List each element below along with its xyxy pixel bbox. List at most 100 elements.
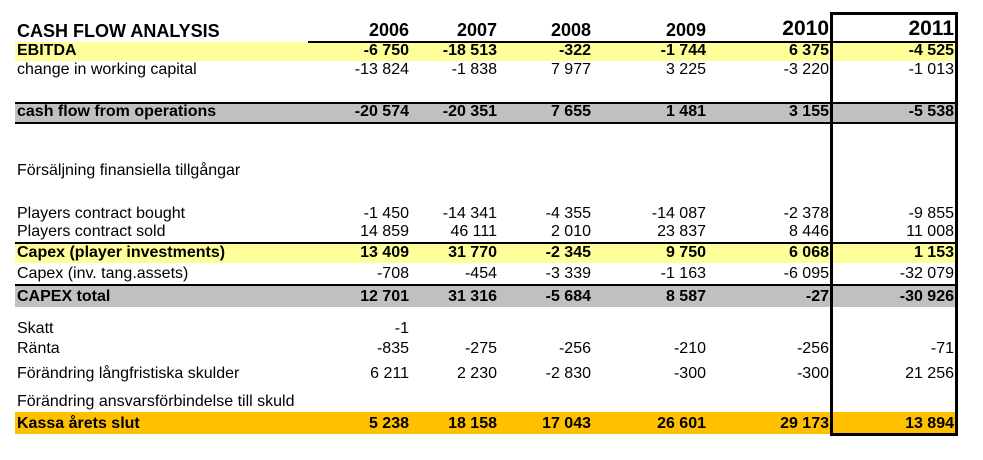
- value-cell: -1 744: [594, 42, 709, 61]
- value-cell: 1 481: [594, 102, 709, 124]
- value-cell: -210: [673, 340, 706, 357]
- value-cell: -13 824: [354, 61, 409, 78]
- value-cell: [500, 161, 594, 181]
- value-cell: -835: [376, 340, 409, 357]
- value-cell: 21 256: [905, 365, 954, 382]
- value-cell: 31 770: [412, 242, 500, 263]
- value-cell: 3 225: [665, 61, 706, 78]
- table-row-players-contract-bought: Players contract bought -1 450 -14 341 -4 3…: [15, 205, 957, 224]
- row-label: cash flow from operations: [15, 102, 308, 124]
- value-cell: 3 155: [709, 102, 832, 124]
- year-header: 2009: [594, 18, 709, 43]
- value-cell: [594, 384, 709, 412]
- value-cell: [594, 161, 709, 181]
- blank-row: [15, 307, 957, 320]
- value-cell: -18 513: [412, 42, 500, 61]
- row-label: Försäljning finansiella tillgångar: [17, 162, 241, 179]
- header-row: CASH FLOW ANALYSIS 2006 2007 2008 2009 2010 20…: [15, 18, 957, 43]
- value-cell: -4 525: [832, 42, 957, 61]
- table-row-forandring-ansvarsforbindelse-till-skuld: Förändring ansvarsförbindelse till skuld: [15, 384, 957, 412]
- value-cell: [412, 320, 500, 339]
- value-cell: -3 220: [783, 61, 829, 78]
- value-cell: 6 375: [709, 42, 832, 61]
- value-cell: [709, 161, 832, 181]
- value-cell: -1 450: [363, 205, 409, 222]
- value-cell: 13 409: [308, 242, 412, 263]
- value-cell: -322: [500, 42, 594, 61]
- year-header: 2007: [412, 18, 500, 43]
- value-cell: 7 977: [550, 61, 591, 78]
- year-header: 2006: [308, 18, 412, 43]
- value-cell: 6 211: [370, 365, 409, 382]
- table-row-forsaljning-finansiella-tillgangar: Försäljning finansiella tillgångar: [15, 161, 957, 181]
- page-title: CASH FLOW ANALYSIS: [17, 21, 220, 41]
- table-row-capex-inv-tang-assets: Capex (inv. tang.assets) -708 -454 -3 339 -1…: [15, 263, 957, 285]
- value-cell: [832, 384, 957, 412]
- value-cell: 12 701: [308, 284, 412, 307]
- value-cell: -275: [464, 340, 497, 357]
- value-cell: 26 601: [594, 412, 709, 434]
- value-cell: [709, 320, 832, 339]
- value-cell: [594, 320, 709, 339]
- blank-cell: [15, 142, 957, 161]
- value-cell: 1 153: [832, 242, 957, 263]
- row-label: Förändring ansvarsförbindelse till skuld: [17, 393, 295, 410]
- row-label: EBITDA: [15, 42, 308, 61]
- blank-cell: [15, 181, 957, 205]
- value-cell: -14 087: [651, 205, 706, 222]
- table-row-kassa-arets-slut: Kassa årets slut 5 238 18 158 17 043 26 601 2…: [15, 412, 957, 434]
- value-cell: -1 163: [660, 265, 706, 282]
- value-cell: -5 684: [500, 284, 594, 307]
- value-cell: 17 043: [500, 412, 594, 434]
- table-row-capex-total: CAPEX total 12 701 31 316 -5 684 8 587 -27 -30…: [15, 284, 957, 307]
- value-cell: -27: [709, 284, 832, 307]
- cash-flow-table: CASH FLOW ANALYSIS 2006 2007 2008 2009 2010 20…: [15, 18, 957, 434]
- value-cell: [412, 161, 500, 181]
- row-label: Kassa årets slut: [15, 412, 308, 434]
- value-cell: -6 750: [308, 42, 412, 61]
- value-cell: -2 830: [545, 365, 591, 382]
- value-cell: [709, 384, 832, 412]
- row-label: Players contract bought: [17, 205, 186, 222]
- value-cell: -4 355: [545, 205, 591, 222]
- value-cell: 6 068: [709, 242, 832, 263]
- blank-cell: [15, 123, 957, 142]
- value-cell: -2 345: [500, 242, 594, 263]
- value-cell: 2 010: [550, 224, 591, 240]
- value-cell: -20 351: [412, 102, 500, 124]
- value-cell: 18 158: [412, 412, 500, 434]
- value-cell: 11 008: [906, 224, 954, 240]
- blank-cell: [15, 80, 957, 103]
- value-cell: -3 339: [545, 265, 591, 282]
- value-cell: 2 230: [456, 365, 497, 382]
- blank-row: [15, 123, 957, 142]
- value-cell: -1: [394, 320, 409, 337]
- row-label: Ränta: [17, 340, 60, 357]
- value-cell: 23 837: [657, 224, 706, 240]
- row-label: CAPEX total: [15, 284, 308, 307]
- value-cell: 7 655: [500, 102, 594, 124]
- value-cell: [412, 384, 500, 412]
- value-cell: -1 013: [908, 61, 954, 78]
- value-cell: -9 855: [908, 205, 954, 222]
- value-cell: -32 079: [899, 265, 954, 282]
- value-cell: -256: [796, 340, 829, 357]
- value-cell: [832, 161, 957, 181]
- blank-row: [15, 181, 957, 205]
- value-cell: -2 378: [783, 205, 829, 222]
- table-row-change-in-working-capital: change in working capital -13 824 -1 838 7 …: [15, 61, 957, 80]
- value-cell: -708: [376, 265, 409, 282]
- value-cell: [308, 384, 412, 412]
- blank-cell: [15, 307, 957, 320]
- row-label: Players contract sold: [17, 224, 166, 240]
- table-row-skatt: Skatt -1: [15, 320, 957, 339]
- value-cell: -30 926: [832, 284, 957, 307]
- value-cell: -6 095: [783, 265, 829, 282]
- value-cell: 31 316: [412, 284, 500, 307]
- table-row-ranta: Ränta -835 -275 -256 -210 -256 -71: [15, 339, 957, 359]
- value-cell: -71: [930, 340, 954, 357]
- blank-row: [15, 142, 957, 161]
- value-cell: -454: [464, 265, 497, 282]
- table-row-capex-player-investments: Capex (player investments) 13 409 31 770 -2…: [15, 242, 957, 263]
